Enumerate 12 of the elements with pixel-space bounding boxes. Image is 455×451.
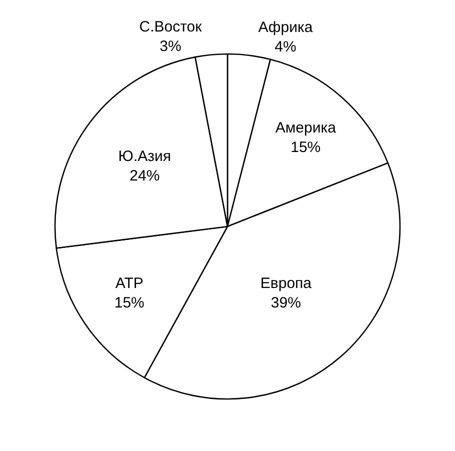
slice-label: Европа — [260, 274, 312, 292]
slice-label: АТР — [115, 274, 144, 292]
data-label: 4% — [274, 38, 296, 56]
slice-label: Америка — [275, 119, 337, 136]
slice-label: Африка — [258, 19, 314, 36]
data-label: 3% — [160, 38, 182, 55]
data-label: 24% — [130, 168, 160, 185]
slice-label: Ю.Азия — [118, 148, 172, 166]
data-label: 15% — [114, 294, 144, 312]
data-label: 15% — [290, 138, 321, 156]
slice-label: С.Восток — [139, 18, 202, 36]
data-label: 39% — [270, 294, 301, 312]
